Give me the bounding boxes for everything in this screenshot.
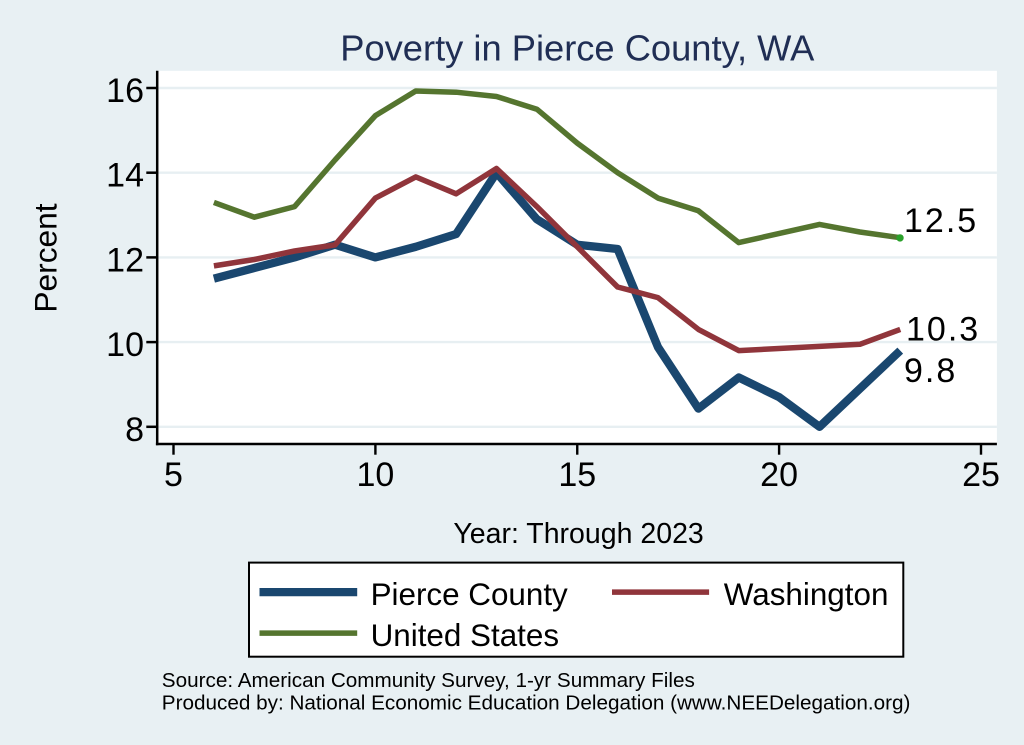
svg-text:10: 10 <box>356 456 394 494</box>
svg-text:Percent: Percent <box>28 203 64 312</box>
svg-text:10.3: 10.3 <box>906 310 980 348</box>
svg-text:Washington: Washington <box>724 577 889 612</box>
svg-text:25: 25 <box>962 456 1000 494</box>
svg-text:Pierce County: Pierce County <box>371 577 568 612</box>
svg-text:9.8: 9.8 <box>904 352 957 390</box>
svg-text:Produced by: National Economic: Produced by: National Economic Education… <box>162 692 911 715</box>
svg-text:12: 12 <box>106 241 144 279</box>
svg-text:20: 20 <box>760 456 798 494</box>
svg-text:12.5: 12.5 <box>904 202 978 240</box>
svg-text:5: 5 <box>164 456 183 494</box>
svg-text:16: 16 <box>106 72 144 110</box>
svg-text:United States: United States <box>371 618 559 653</box>
svg-text:8: 8 <box>125 411 144 449</box>
svg-text:Year: Through 2023: Year: Through 2023 <box>453 518 703 550</box>
svg-text:Source: American Community Sur: Source: American Community Survey, 1-yr … <box>162 669 695 692</box>
svg-text:14: 14 <box>106 157 144 195</box>
svg-text:10: 10 <box>106 326 144 364</box>
svg-text:Poverty in Pierce County, WA: Poverty in Pierce County, WA <box>340 28 815 69</box>
svg-text:15: 15 <box>558 456 596 494</box>
